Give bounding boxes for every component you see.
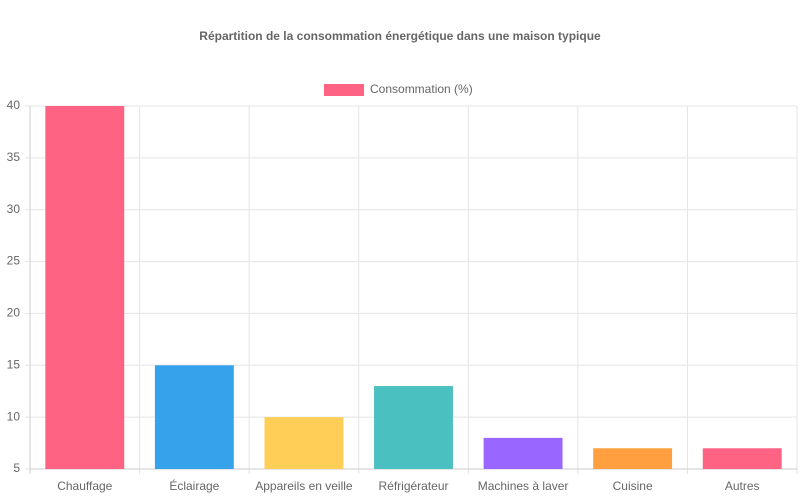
y-tick-label: 35: [7, 150, 21, 164]
bar: [702, 448, 782, 469]
bar: [374, 386, 453, 469]
x-tick-label: Machines à laver: [478, 479, 569, 493]
x-tick-label: Appareils en veille: [255, 479, 353, 493]
x-tick-label: Cuisine: [613, 479, 653, 493]
bar: [264, 417, 344, 469]
y-tick-label: 10: [7, 409, 21, 423]
y-tick-label: 15: [7, 357, 21, 371]
bar: [483, 437, 563, 469]
y-tick-label: 40: [7, 98, 21, 112]
chart-title: Répartition de la consommation énergétiq…: [199, 29, 601, 43]
bar: [45, 106, 125, 469]
x-tick-label: Éclairage: [169, 478, 219, 493]
y-tick-label: 30: [7, 202, 21, 216]
y-tick-label: 5: [13, 461, 20, 475]
x-tick-label: Réfrigérateur: [378, 479, 448, 493]
x-tick-label: Autres: [725, 479, 760, 493]
legend-label: Consommation (%): [370, 82, 473, 96]
legend-swatch: [324, 84, 364, 96]
bar: [593, 448, 673, 469]
y-tick-label: 25: [7, 254, 21, 268]
bar: [154, 365, 234, 469]
y-tick-label: 20: [7, 306, 21, 320]
x-tick-label: Chauffage: [57, 479, 112, 493]
